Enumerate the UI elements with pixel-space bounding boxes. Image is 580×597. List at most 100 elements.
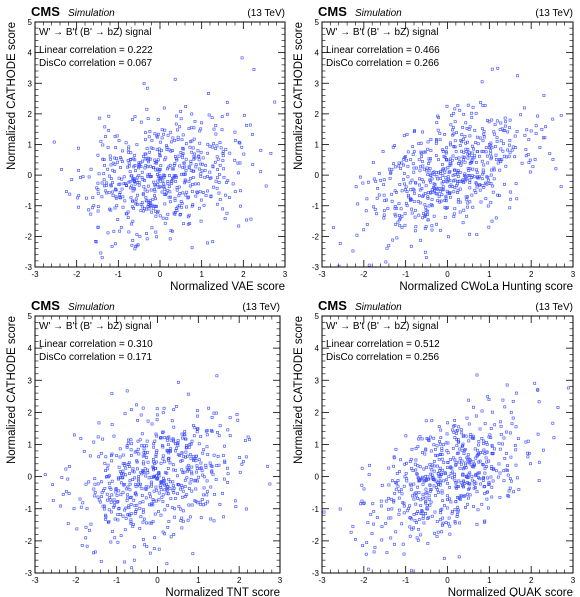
data-point [432, 436, 436, 440]
data-point [245, 123, 248, 127]
data-point [126, 216, 130, 219]
data-point [108, 174, 111, 178]
data-point [235, 412, 239, 416]
data-point [148, 204, 152, 208]
data-point [338, 507, 342, 511]
data-point [181, 495, 184, 499]
data-point [152, 445, 155, 449]
data-point [412, 497, 416, 501]
data-point [502, 469, 506, 473]
data-point [400, 189, 404, 193]
data-point [178, 192, 182, 195]
data-point [484, 146, 488, 150]
data-point [428, 483, 432, 487]
x-tick-label: 2 [241, 270, 246, 279]
y-tick-label: -1 [25, 202, 33, 211]
data-point [210, 430, 214, 433]
data-point [103, 184, 106, 188]
data-point [481, 168, 485, 172]
data-point [438, 442, 442, 446]
data-point [446, 166, 450, 170]
data-point [214, 179, 218, 183]
data-point [508, 431, 512, 435]
data-point [499, 147, 503, 151]
data-point [169, 130, 173, 134]
data-point [107, 508, 111, 512]
data-point [413, 129, 417, 133]
data-point [499, 424, 503, 428]
data-point [169, 535, 173, 539]
data-point [175, 114, 178, 118]
data-point [428, 159, 432, 163]
data-point [534, 124, 538, 128]
data-point [459, 428, 463, 432]
data-point [449, 123, 453, 127]
data-point [176, 128, 179, 132]
data-point [108, 154, 112, 158]
data-point [501, 398, 505, 402]
data-point [77, 168, 80, 172]
data-point [473, 447, 477, 451]
data-point [115, 500, 119, 504]
data-point [187, 503, 191, 507]
data-point [480, 409, 484, 413]
data-point [121, 160, 124, 163]
data-point [420, 477, 424, 481]
data-point [194, 194, 198, 198]
data-point [197, 206, 201, 210]
data-point [409, 197, 413, 201]
data-point [197, 158, 201, 162]
data-point [196, 149, 200, 153]
data-point [169, 229, 173, 232]
y-tick-label: -1 [25, 505, 33, 514]
data-point [423, 250, 427, 254]
data-point [144, 496, 148, 500]
data-point [156, 209, 160, 213]
data-point [145, 521, 148, 525]
data-point [407, 195, 411, 199]
data-point [445, 506, 449, 510]
data-point [174, 207, 178, 210]
data-point [406, 509, 409, 513]
data-point [92, 487, 96, 491]
data-point [504, 120, 508, 124]
data-point [188, 184, 192, 188]
data-point [412, 150, 416, 153]
y-axis-label: Normalized CATHODE score [6, 316, 18, 464]
data-point [183, 478, 187, 482]
data-point [426, 541, 430, 545]
data-point [110, 479, 114, 483]
data-point [408, 460, 412, 463]
data-point [496, 193, 500, 197]
data-point [94, 240, 98, 244]
data-point [405, 204, 409, 208]
data-point [144, 474, 148, 478]
data-point [134, 483, 138, 486]
data-point [138, 484, 142, 488]
data-point [266, 464, 269, 468]
data-point [403, 475, 407, 479]
data-point [474, 161, 478, 164]
y-tick-label: 0 [28, 171, 33, 180]
data-point [455, 513, 459, 517]
data-point [443, 170, 447, 174]
data-point [403, 172, 406, 175]
data-point [153, 132, 157, 136]
data-point [428, 178, 432, 182]
data-point [417, 527, 420, 531]
data-point [435, 121, 439, 125]
data-point [403, 182, 406, 186]
data-point [434, 494, 437, 497]
data-point [554, 167, 558, 171]
data-point [440, 193, 444, 197]
data-point [395, 481, 399, 485]
data-point [377, 193, 381, 197]
data-point [507, 494, 511, 498]
data-point [109, 540, 113, 544]
data-point [509, 411, 513, 414]
data-point [195, 470, 198, 474]
data-point [487, 225, 491, 229]
data-point [519, 113, 523, 117]
data-point [192, 137, 196, 141]
data-point [421, 475, 424, 479]
